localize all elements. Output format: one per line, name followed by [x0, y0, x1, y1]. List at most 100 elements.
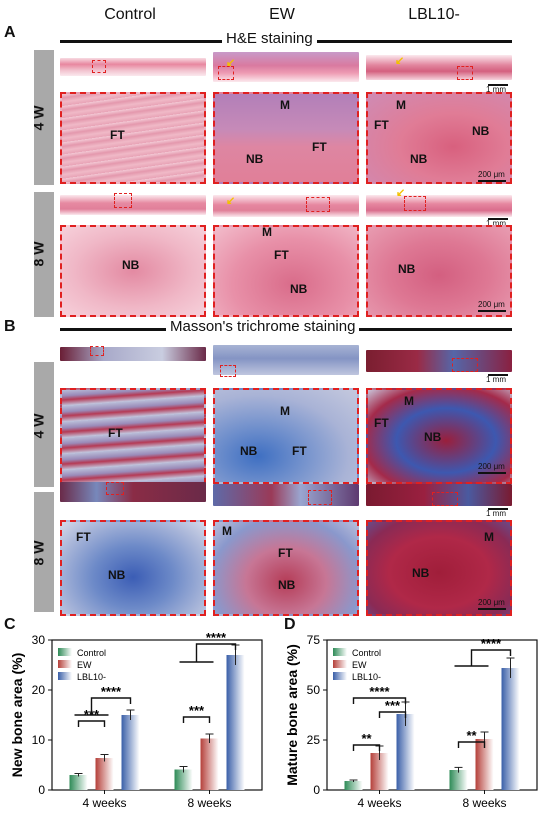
tissue-label: FT: [108, 426, 123, 440]
scale-label: 200 μm: [478, 598, 505, 607]
scale-label: 200 μm: [478, 462, 505, 471]
roi-box: [452, 358, 478, 372]
y-tick-label: 30: [32, 633, 46, 647]
tissue-label: M: [262, 225, 272, 239]
bar: [344, 781, 363, 790]
y-tick-label: 20: [32, 683, 46, 697]
significance-bracket: [352, 744, 381, 751]
panel-a-title: H&E staining: [222, 30, 317, 47]
arrow-icon: ↙: [396, 187, 406, 199]
x-tick-label: 8 weeks: [187, 796, 231, 810]
tissue-label: M: [280, 404, 290, 418]
significance-label: ***: [189, 703, 205, 718]
tissue-label: NB: [398, 262, 416, 276]
scale-bar: [488, 84, 508, 86]
he-zoom-control-8w: [60, 225, 206, 317]
arrow-icon: ↙: [395, 55, 405, 67]
tissue-label: M: [404, 394, 414, 408]
mt-zoom-lbl-4w: [366, 388, 512, 484]
significance-bracket: [77, 720, 106, 727]
scale-bar: [488, 508, 508, 510]
row-bar-a-8w: [34, 192, 54, 317]
scale-bar: [478, 472, 506, 474]
panel-letter-a: A: [4, 24, 16, 41]
bar: [200, 738, 219, 790]
arrow-icon: ↙: [226, 57, 236, 69]
row-bar-a-4w: [34, 50, 54, 185]
roi-box: [432, 492, 458, 506]
he-thumb-control-4w: [60, 58, 206, 76]
mt-zoom-control-8w: [60, 520, 206, 616]
panel-letter-b: B: [4, 318, 16, 335]
chart-new-bone-area: 0 10 20 30 New bone area (%) 4 weeks 8 weeks **…: [9, 630, 263, 810]
bar: [95, 758, 114, 790]
mt-thumb-control-8w: [60, 482, 206, 502]
he-zoom-ew-4w: [213, 92, 359, 184]
significance-bracket: [90, 697, 132, 715]
y-axis-label: Mature bone area (%): [284, 644, 300, 786]
mt-zoom-ew-8w: [213, 520, 359, 616]
mt-thumb-control-4w: [60, 347, 206, 361]
tissue-label: NB: [472, 124, 490, 138]
roi-box: [218, 66, 234, 80]
row-label-a-8w: 8 W: [30, 241, 47, 267]
significance-bracket: [470, 649, 512, 666]
tissue-label: M: [484, 530, 494, 544]
mt-zoom-ew-4w: [213, 388, 359, 484]
tissue-label: FT: [76, 530, 91, 544]
x-tick-label: 4 weeks: [357, 796, 401, 810]
mt-zoom-control-4w: [60, 388, 206, 484]
roi-box: [306, 197, 330, 212]
he-thumb-lbl-4w: [366, 55, 512, 80]
mt-thumb-lbl-8w: [366, 484, 512, 506]
row-label-b-4w: 4 W: [30, 413, 47, 439]
y-tick-label: 25: [307, 733, 321, 747]
roi-box: [220, 365, 236, 377]
tissue-label: NB: [290, 282, 308, 296]
row-label-a-4w: 4 W: [30, 105, 47, 131]
bar: [121, 715, 140, 790]
bar: [396, 714, 415, 790]
y-tick-label: 0: [38, 783, 45, 797]
y-axis-label: New bone area (%): [9, 653, 25, 777]
x-tick-label: 4 weeks: [82, 796, 126, 810]
row-bar-b-4w: [34, 362, 54, 487]
he-thumb-control-8w: [60, 195, 206, 215]
he-thumb-lbl-8w: [366, 195, 512, 217]
tissue-label: NB: [240, 444, 258, 458]
legend-swatch: [58, 648, 72, 656]
roi-box: [457, 66, 473, 80]
bar: [475, 739, 494, 790]
tissue-label: NB: [108, 568, 126, 582]
significance-bracket: [378, 711, 407, 718]
legend-label: Control: [77, 648, 106, 658]
tissue-label: M: [396, 98, 406, 112]
legend-label: EW: [77, 660, 92, 670]
panel-letter-d: D: [284, 616, 296, 633]
row-label-b-8w: 8 W: [30, 540, 47, 566]
mt-thumb-ew-4w: [213, 345, 359, 375]
significance-label: ***: [385, 698, 401, 713]
y-tick-label: 50: [307, 683, 321, 697]
y-tick-label: 0: [313, 783, 320, 797]
roi-box: [114, 193, 132, 208]
panel-letter-c: C: [4, 616, 16, 633]
roi-box: [106, 482, 124, 495]
tissue-label: NB: [278, 578, 296, 592]
column-header-lbl: LBL10-: [408, 6, 460, 23]
significance-label: **: [361, 731, 372, 746]
tissue-label: FT: [312, 140, 327, 154]
tissue-label: FT: [292, 444, 307, 458]
column-header-ew: EW: [269, 6, 295, 23]
scale-label: 200 μm: [478, 300, 505, 309]
tissue-label: NB: [412, 566, 430, 580]
roi-box: [92, 60, 106, 73]
roi-box: [90, 346, 104, 356]
legend-label: Control: [352, 648, 381, 658]
bar: [69, 775, 88, 790]
y-tick-label: 75: [307, 633, 321, 647]
plot-frame: [51, 639, 263, 791]
scale-bar: [478, 608, 506, 610]
tissue-label: FT: [110, 128, 125, 142]
he-thumb-ew-4w: [213, 52, 359, 82]
